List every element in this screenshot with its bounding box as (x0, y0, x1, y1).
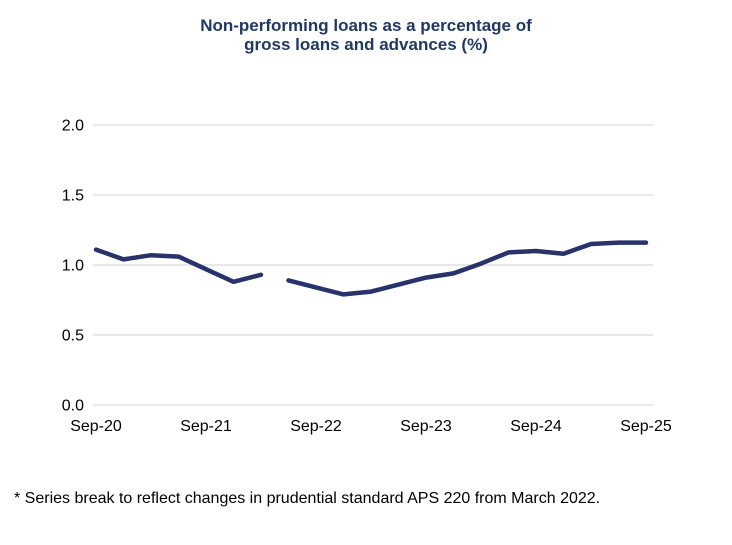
y-axis-tick-label: 0.0 (62, 398, 84, 415)
chart-title-line2: gross loans and advances (%) (244, 35, 488, 54)
x-axis-tick-label: Sep-25 (620, 418, 672, 435)
y-axis-tick-label: 1.5 (62, 188, 84, 205)
footnote: * Series break to reflect changes in pru… (14, 490, 601, 507)
x-axis-tick-label: Sep-24 (510, 418, 562, 435)
x-axis-tick-label: Sep-23 (400, 418, 452, 435)
y-axis-tick-label: 2.0 (62, 118, 84, 135)
chart-title: Non-performing loans as a percentage of … (0, 16, 732, 54)
chart-title-line1: Non-performing loans as a percentage of (200, 16, 532, 35)
x-axis-tick-label: Sep-21 (180, 418, 232, 435)
y-axis-tick-label: 1.0 (62, 258, 84, 275)
x-axis-tick-label: Sep-20 (70, 418, 122, 435)
npl-series-line (286, 240, 649, 297)
npl-series-line (93, 247, 264, 285)
y-axis-tick-label: 0.5 (62, 328, 84, 345)
x-axis-tick-label: Sep-22 (290, 418, 342, 435)
